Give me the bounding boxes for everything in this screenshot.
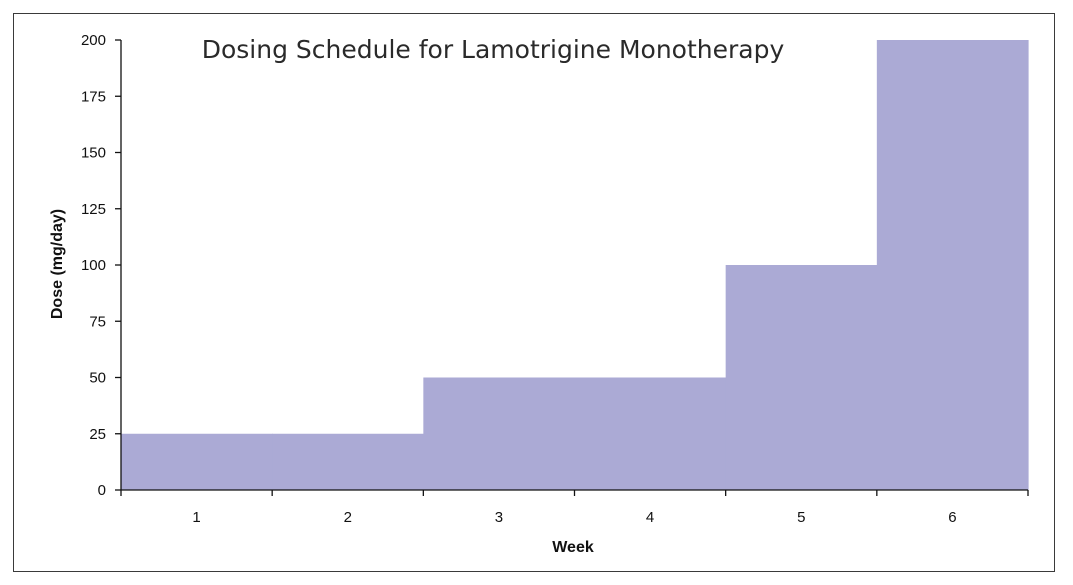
step-area-week-2 xyxy=(272,433,424,490)
step-area-week-1 xyxy=(121,433,273,490)
step-area-week-5 xyxy=(725,265,878,490)
x-tick-label: 4 xyxy=(646,509,654,526)
step-area-week-4 xyxy=(574,377,727,490)
chart-title: Dosing Schedule for Lamotrigine Monother… xyxy=(202,35,785,64)
x-tick-label: 6 xyxy=(948,509,956,526)
x-tick-label: 3 xyxy=(495,509,503,526)
y-tick-label: 200 xyxy=(81,32,106,49)
step-area-week-3 xyxy=(423,377,576,490)
x-tick-label: 1 xyxy=(192,509,200,526)
plot-area xyxy=(121,40,1029,490)
step-area-week-6 xyxy=(876,40,1029,490)
y-axis: 0 25 50 75 100 125 150 175 200 xyxy=(81,32,122,499)
y-tick-label: 100 xyxy=(81,257,106,274)
y-axis-title: Dose (mg/day) xyxy=(49,209,66,319)
y-tick-label: 175 xyxy=(81,88,106,105)
x-tick-label: 5 xyxy=(797,509,805,526)
y-tick-label: 75 xyxy=(89,313,106,330)
y-tick-label: 25 xyxy=(89,426,106,443)
y-tick-label: 150 xyxy=(81,145,106,162)
y-tick-label: 50 xyxy=(89,370,106,387)
y-tick-label: 125 xyxy=(81,201,106,218)
x-tick-label: 2 xyxy=(344,509,352,526)
x-axis-title: Week xyxy=(552,539,594,556)
x-axis: 1 2 3 4 5 6 xyxy=(120,489,1029,526)
y-tick-label: 0 xyxy=(98,482,106,499)
